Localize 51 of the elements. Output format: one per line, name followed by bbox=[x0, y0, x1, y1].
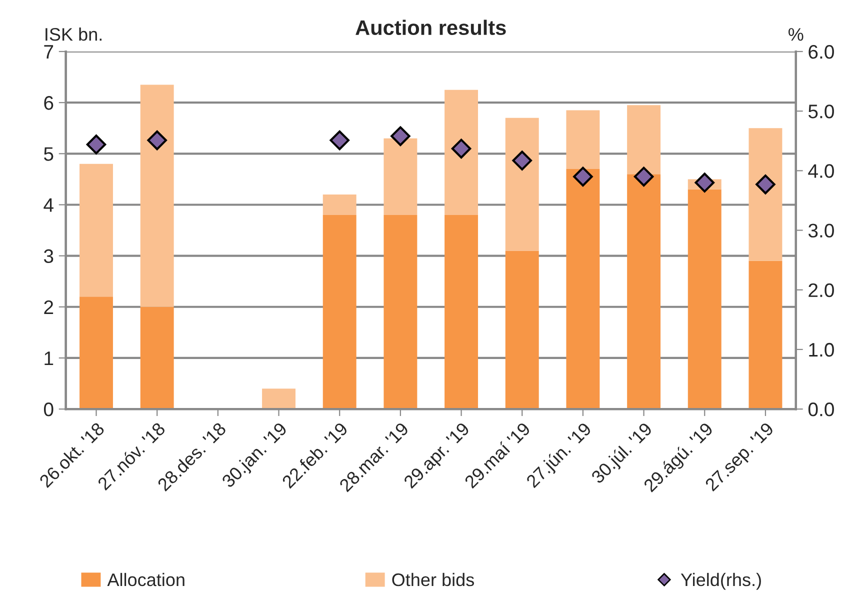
bar bbox=[140, 84, 174, 307]
bar bbox=[505, 250, 539, 410]
y-tick-label: 5 bbox=[44, 147, 54, 161]
y-tick-label: 1 bbox=[44, 352, 54, 366]
bar bbox=[444, 90, 478, 215]
point bbox=[86, 134, 106, 154]
y2-tick-label: 3.0 bbox=[808, 224, 834, 238]
bar bbox=[140, 306, 174, 410]
y-tick-label: 3 bbox=[44, 249, 54, 264]
y-axis-title: ISK bn. bbox=[46, 28, 102, 41]
y-tick-label: 7 bbox=[44, 45, 54, 59]
bar bbox=[80, 296, 113, 410]
y2-tick-label: 5.0 bbox=[808, 104, 834, 118]
y2-tick-label: 2.0 bbox=[808, 283, 834, 298]
point bbox=[390, 126, 410, 146]
bar bbox=[322, 194, 356, 215]
legend-label: Allocation bbox=[107, 572, 184, 586]
point bbox=[147, 130, 167, 150]
point bbox=[694, 172, 715, 192]
y2-tick-label: 1.0 bbox=[809, 342, 834, 357]
legend-label: Other bids bbox=[392, 572, 474, 586]
legend-label: Yield(rhs.) bbox=[680, 572, 761, 590]
bar bbox=[748, 260, 782, 410]
y-tick-label: 2 bbox=[44, 300, 54, 314]
y2-tick-label: 6.0 bbox=[808, 44, 834, 59]
bar bbox=[322, 214, 356, 410]
bar bbox=[384, 138, 418, 215]
bar bbox=[444, 214, 478, 410]
y2-axis-title: % bbox=[788, 28, 804, 41]
point bbox=[330, 130, 350, 150]
point bbox=[512, 150, 532, 170]
y-tick-label: 0 bbox=[44, 402, 54, 416]
chart-title: Auction results bbox=[356, 20, 506, 36]
bar bbox=[80, 164, 113, 297]
bar bbox=[566, 110, 600, 169]
bar bbox=[688, 189, 722, 410]
point bbox=[756, 174, 776, 194]
point bbox=[451, 138, 472, 159]
bar bbox=[627, 174, 661, 410]
bar bbox=[627, 105, 661, 174]
y-tick-label: 4 bbox=[44, 198, 54, 212]
bar bbox=[262, 388, 296, 410]
bar bbox=[748, 128, 782, 261]
bar bbox=[566, 168, 600, 410]
point bbox=[573, 166, 593, 187]
point bbox=[634, 166, 654, 187]
y-tick-label: 6 bbox=[44, 96, 54, 110]
y2-tick-label: 0.0 bbox=[808, 402, 834, 416]
bar bbox=[505, 118, 539, 251]
bar bbox=[384, 214, 418, 410]
y2-tick-label: 4.0 bbox=[808, 164, 834, 178]
